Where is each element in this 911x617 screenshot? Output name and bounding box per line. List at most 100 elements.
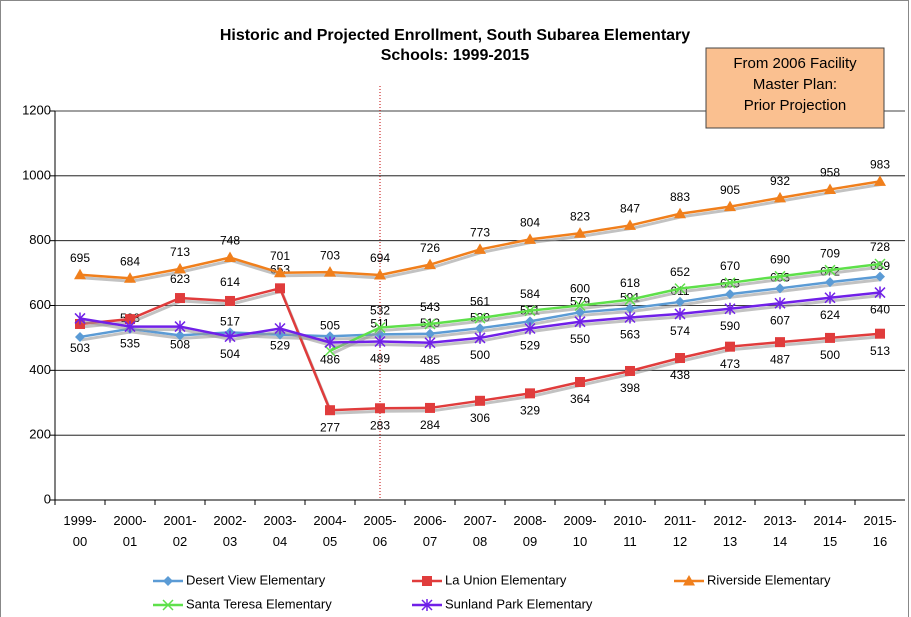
marker <box>163 576 173 586</box>
data-label: 847 <box>620 202 640 216</box>
marker <box>624 311 636 324</box>
data-label: 529 <box>270 339 290 353</box>
data-label: 690 <box>770 252 790 266</box>
marker <box>74 268 86 280</box>
data-label: 277 <box>320 420 340 434</box>
marker <box>425 402 435 413</box>
marker <box>162 599 174 611</box>
series-line <box>329 262 881 353</box>
marker <box>574 227 586 238</box>
data-label: 652 <box>670 265 690 279</box>
data-label: 535 <box>120 337 140 351</box>
data-label: 614 <box>220 275 240 289</box>
marker <box>824 264 836 276</box>
marker <box>422 576 432 586</box>
marker <box>475 323 485 334</box>
x-tick-label: 1999-00 <box>63 513 96 549</box>
data-label: 504 <box>220 347 240 361</box>
marker <box>775 337 785 348</box>
marker <box>274 322 286 335</box>
marker <box>425 328 435 339</box>
data-label: 543 <box>420 300 440 314</box>
marker <box>625 303 635 314</box>
legend-label: Desert View Elementary <box>186 572 326 587</box>
legend-label: Sunland Park Elementary <box>445 596 593 611</box>
x-tick-label: 2001-02 <box>163 513 196 549</box>
marker <box>525 388 535 399</box>
legend-label: Santa Teresa Elementary <box>186 596 332 611</box>
data-label: 503 <box>70 341 90 355</box>
data-label: 983 <box>870 158 890 172</box>
marker <box>725 341 735 352</box>
marker <box>474 243 486 254</box>
data-label: 438 <box>670 368 690 382</box>
marker <box>524 233 536 244</box>
y-tick-label: 1200 <box>22 102 51 117</box>
marker <box>874 175 886 186</box>
marker <box>74 312 86 325</box>
data-label: 623 <box>170 272 190 286</box>
data-label: 550 <box>570 332 590 346</box>
marker <box>824 183 836 194</box>
marker <box>475 395 485 406</box>
x-tick-label: 2010-11 <box>613 513 646 549</box>
marker <box>374 322 386 334</box>
marker <box>725 289 735 300</box>
marker <box>474 331 486 344</box>
marker <box>875 328 885 339</box>
marker <box>474 312 486 324</box>
marker <box>824 291 836 304</box>
data-label: 684 <box>120 254 140 268</box>
line-shadow <box>81 294 882 348</box>
data-label: 726 <box>420 241 440 255</box>
data-label: 306 <box>470 411 490 425</box>
data-label: 640 <box>870 303 890 317</box>
data-label: 670 <box>720 259 740 273</box>
data-label: 695 <box>70 251 90 265</box>
series <box>74 286 886 349</box>
marker <box>674 307 686 320</box>
marker <box>874 286 886 299</box>
marker <box>625 365 635 376</box>
data-label: 958 <box>820 166 840 180</box>
data-label: 508 <box>170 337 190 351</box>
marker <box>574 315 586 328</box>
marker <box>774 191 786 203</box>
marker <box>424 336 436 349</box>
data-label: 473 <box>720 357 740 371</box>
chart-title: Schools: 1999-2015 <box>381 47 530 64</box>
data-label: 574 <box>670 324 690 338</box>
data-label: 773 <box>470 226 490 240</box>
marker <box>674 283 686 295</box>
data-label: 709 <box>820 246 840 260</box>
data-label: 500 <box>470 348 490 362</box>
annotation: Prior Projection <box>744 97 847 114</box>
x-tick-label: 2008-09 <box>513 513 546 549</box>
data-label: 529 <box>520 339 540 353</box>
x-tick-label: 2009-10 <box>563 513 596 549</box>
data-label: 489 <box>370 352 390 366</box>
line-shadow <box>330 265 882 356</box>
data-label: 694 <box>370 251 390 265</box>
data-label: 284 <box>420 418 440 432</box>
marker <box>424 258 436 270</box>
data-label: 398 <box>620 381 640 395</box>
marker <box>775 283 785 294</box>
chart-title: Historic and Projected Enrollment, South… <box>220 27 690 44</box>
data-label: 505 <box>320 318 340 332</box>
data-label: 364 <box>570 392 590 406</box>
x-tick-label: 2015-16 <box>863 513 896 549</box>
marker <box>325 405 335 416</box>
x-tick-label: 2003-04 <box>263 513 296 549</box>
marker <box>124 320 136 333</box>
series <box>75 283 885 416</box>
x-tick-label: 2006-07 <box>413 513 446 549</box>
marker <box>825 277 835 288</box>
y-tick-label: 1000 <box>22 167 51 182</box>
y-tick-label: 800 <box>29 232 51 247</box>
marker <box>224 251 236 263</box>
marker <box>825 332 835 343</box>
data-label: 618 <box>620 276 640 290</box>
marker <box>424 318 436 330</box>
